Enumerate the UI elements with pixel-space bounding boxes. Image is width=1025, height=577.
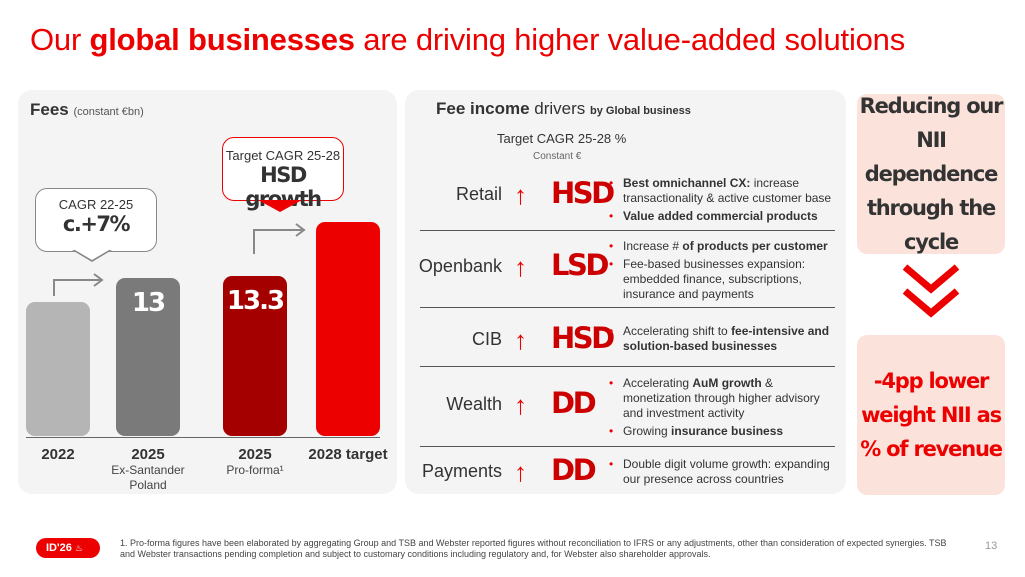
growth-arrow-1 [53,273,104,296]
axis-baseline [26,437,380,438]
row-label-cib: CIB [471,329,502,349]
callout-pointer-red [258,200,302,212]
footnote: 1. Pro-forma figures have been elaborate… [120,538,947,559]
x-label-2028: 2028 target [308,446,388,463]
row-label-wealth: Wealth [446,394,502,414]
row-divider [420,307,835,308]
x-sub-proforma: Pro-forma¹ [226,463,284,477]
drivers-title: Fee income drivers by Global business [436,99,691,118]
chevron-down-icon [902,264,960,318]
x-sub-ex-poland: Ex-Santander Poland [111,463,185,492]
payments-bullets: Double digit volume growth: expanding ou… [607,457,842,490]
up-arrow-icon: ↑ [514,457,527,487]
row-code-cib: HSD [551,321,615,355]
up-arrow-icon: ↑ [514,325,527,355]
callout-pointer [72,250,112,262]
row-code-retail: HSD [551,176,615,210]
up-arrow-icon: ↑ [514,390,527,420]
list-item: Growing insurance business [607,424,842,439]
cib-bullets: Accelerating shift to fee-intensive and … [607,324,842,357]
row-label-payments: Payments [421,461,502,481]
row-code-wealth: DD [551,386,597,420]
row-divider [420,366,835,367]
row-code-openbank: LSD [551,248,609,282]
bar-2025-proforma: 13.3 [223,276,287,436]
list-item: Value added commercial products [607,209,842,224]
x-label-2022: 2022 [41,446,75,463]
up-arrow-icon: ↑ [514,252,527,282]
row-divider [420,230,835,231]
openbank-bullets: Increase # of products per customer Fee-… [607,239,842,305]
growth-arrow-2 [253,223,306,254]
row-label-openbank: Openbank [418,256,502,276]
page-number: 13 [985,540,998,552]
wealth-bullets: Accelerating AuM growth & monetization t… [607,376,842,442]
list-item: Increase # of products per customer [607,239,842,254]
bar-2022 [26,302,90,436]
row-divider [420,446,835,447]
nii-dependence-box: Reducing our NII dependence through the … [857,94,1005,254]
page-title: Our global businesses are driving higher… [30,22,906,57]
target-cagr-callout: Target CAGR 25-28 HSD growth [222,137,344,211]
list-item: Double digit volume growth: expanding ou… [607,457,842,487]
constant-header: Constant € [533,151,582,162]
row-label-retail: Retail [455,184,502,204]
row-code-payments: DD [551,453,597,487]
list-item: Fee-based businesses expansion: embedded… [607,257,842,302]
bar-2025-ex-poland: 13 [116,278,180,436]
list-item: Accelerating shift to fee-intensive and … [607,324,842,354]
target-header: Target CAGR 25-28 % [497,131,627,146]
retail-bullets: Best omnichannel CX: increase transactio… [607,176,842,227]
fees-title: Fees (constant €bn) [30,100,144,119]
id26-badge: ID'26 ♨ [36,538,100,558]
x-label-2025: 2025 [131,446,165,463]
list-item: Accelerating AuM growth & monetization t… [607,376,842,421]
bar-2028-target [316,222,380,436]
x-label-2025-pf: 2025 [238,446,272,463]
cagr-callout: CAGR 22-25 c.+7% [35,188,157,252]
nii-weight-box: -4pp lower weight NII as % of revenue [857,335,1005,495]
up-arrow-icon: ↑ [514,180,527,210]
list-item: Best omnichannel CX: increase transactio… [607,176,842,206]
